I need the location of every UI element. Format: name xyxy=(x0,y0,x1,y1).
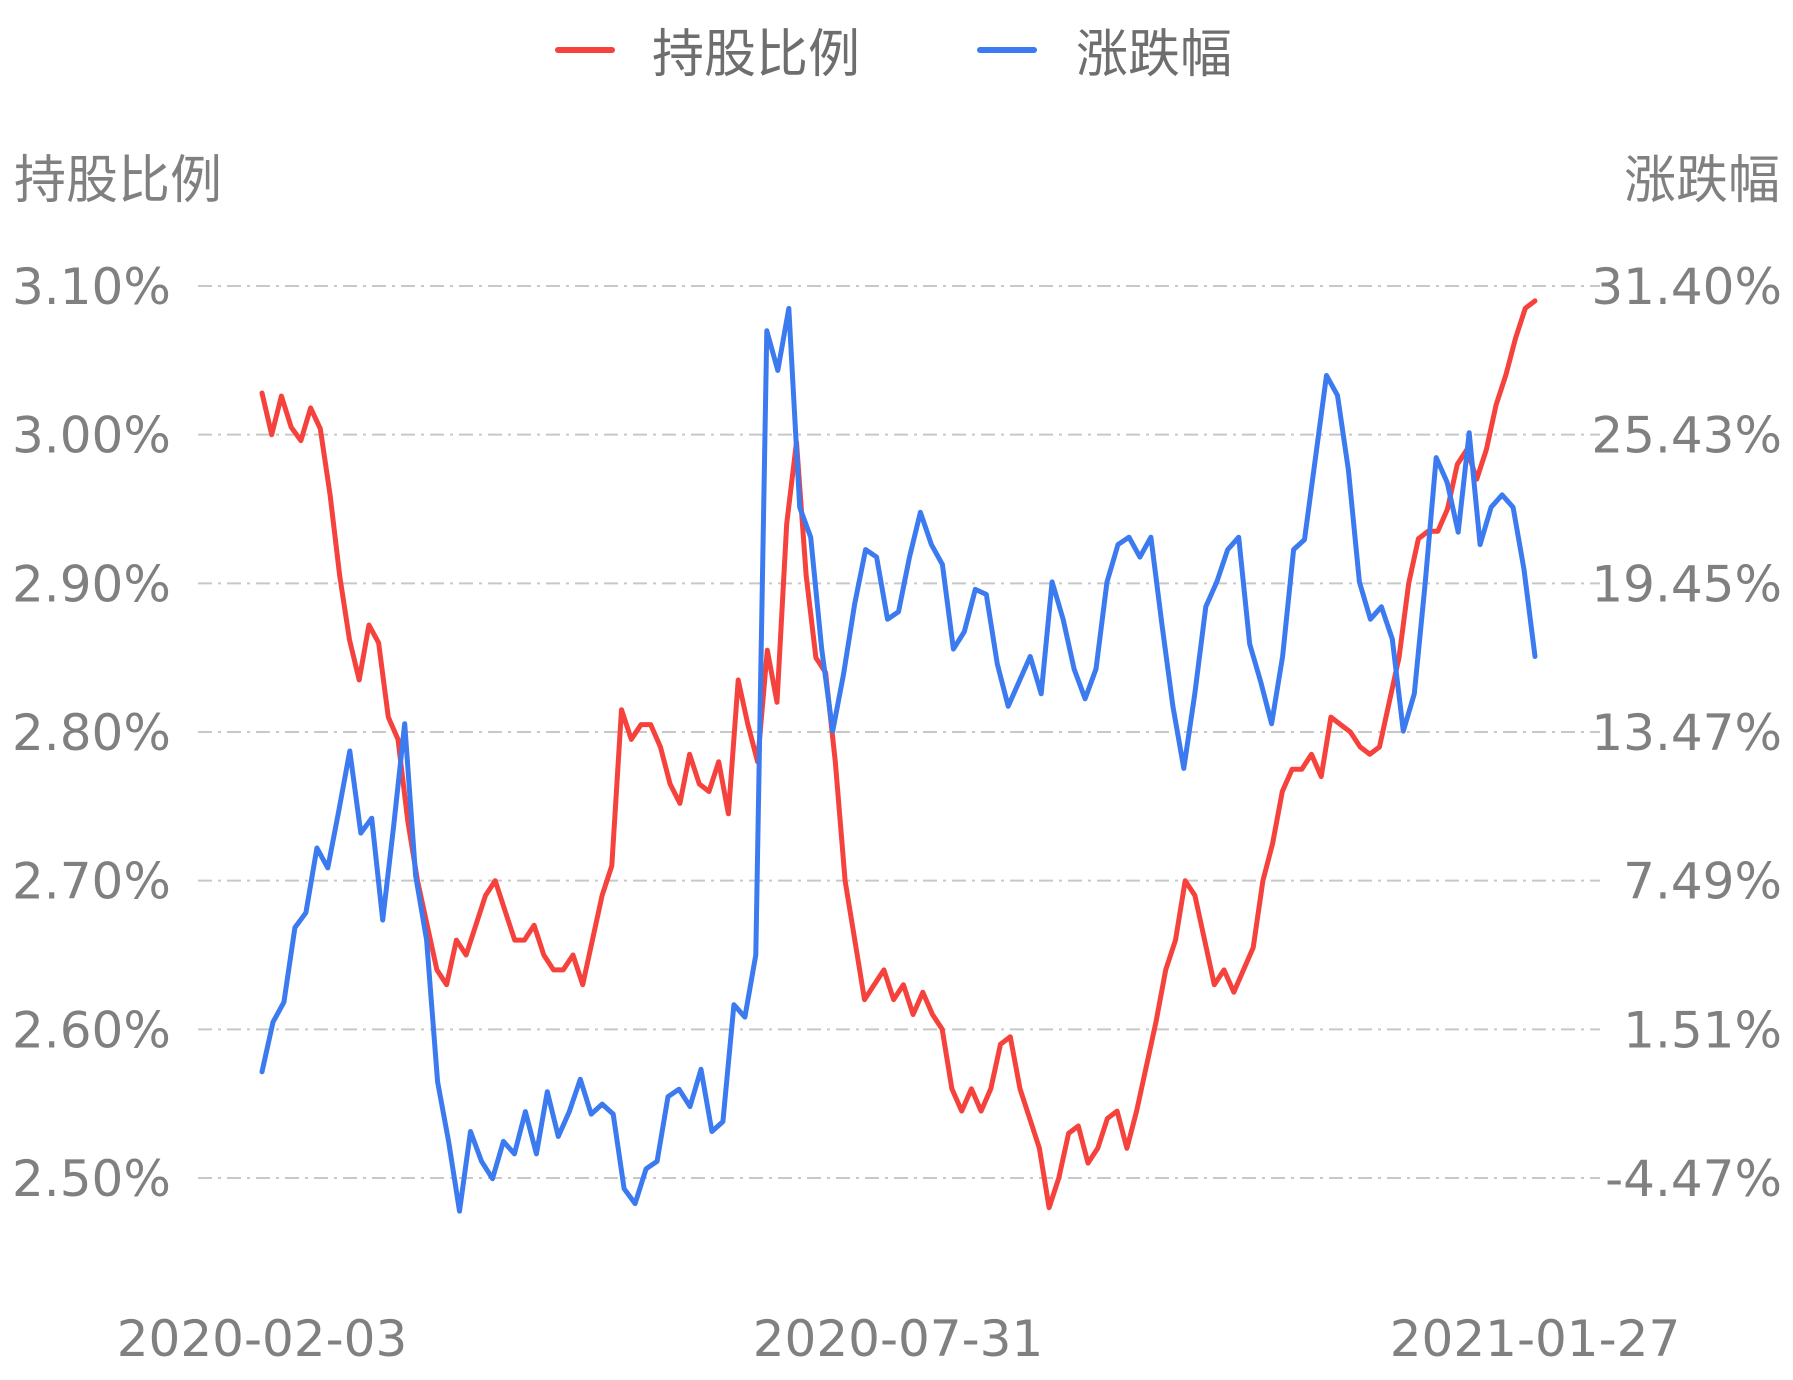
left-tick-label: 2.70% xyxy=(12,853,171,911)
right-tick-label: 19.45% xyxy=(1591,555,1782,613)
x-tick-label: 2020-02-03 xyxy=(117,1310,408,1368)
left-tick-label: 2.80% xyxy=(12,704,171,762)
left-tick-label: 2.60% xyxy=(12,1001,171,1059)
series-line-change xyxy=(259,305,1538,1214)
left-tick-label: 3.00% xyxy=(12,407,171,465)
left-axis-title: 持股比例 xyxy=(14,151,222,211)
left-tick-label: 3.10% xyxy=(12,258,171,316)
right-tick-label: 31.40% xyxy=(1591,258,1782,316)
series xyxy=(259,298,1538,1214)
right-tick-label: 1.51% xyxy=(1623,1001,1782,1059)
x-axis-ticks: 2020-02-03 2020-07-31 2021-01-27 xyxy=(117,1310,1681,1368)
left-tick-label: 2.50% xyxy=(12,1150,171,1208)
right-axis-title: 涨跌幅 xyxy=(1624,151,1780,211)
left-tick-label: 2.90% xyxy=(12,555,171,613)
left-axis-ticks: 3.10% 3.00% 2.90% 2.80% 2.70% 2.60% 2.50% xyxy=(12,258,171,1208)
x-tick-label: 2020-07-31 xyxy=(753,1310,1044,1368)
right-tick-label: -4.47% xyxy=(1605,1150,1782,1208)
legend: 持股比例 涨跌幅 xyxy=(555,25,1232,85)
right-tick-label: 25.43% xyxy=(1591,407,1782,465)
legend-label-change: 涨跌幅 xyxy=(1076,25,1232,85)
series-line-shareholding xyxy=(259,298,1538,1211)
gridlines xyxy=(198,285,1600,1179)
x-tick-label: 2021-01-27 xyxy=(1390,1310,1681,1368)
right-axis-ticks: 31.40% 25.43% 19.45% 13.47% 7.49% 1.51% -4.47% xyxy=(1591,258,1782,1208)
legend-label-shareholding: 持股比例 xyxy=(652,25,860,85)
right-tick-label: 13.47% xyxy=(1591,704,1782,762)
right-tick-label: 7.49% xyxy=(1623,853,1782,911)
